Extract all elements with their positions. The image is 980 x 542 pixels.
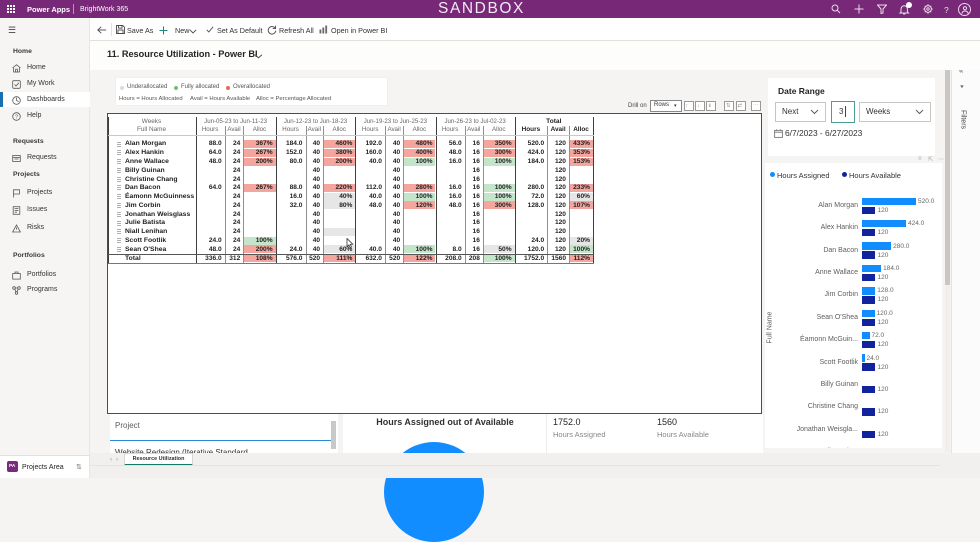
- svg-text:?: ?: [15, 114, 18, 120]
